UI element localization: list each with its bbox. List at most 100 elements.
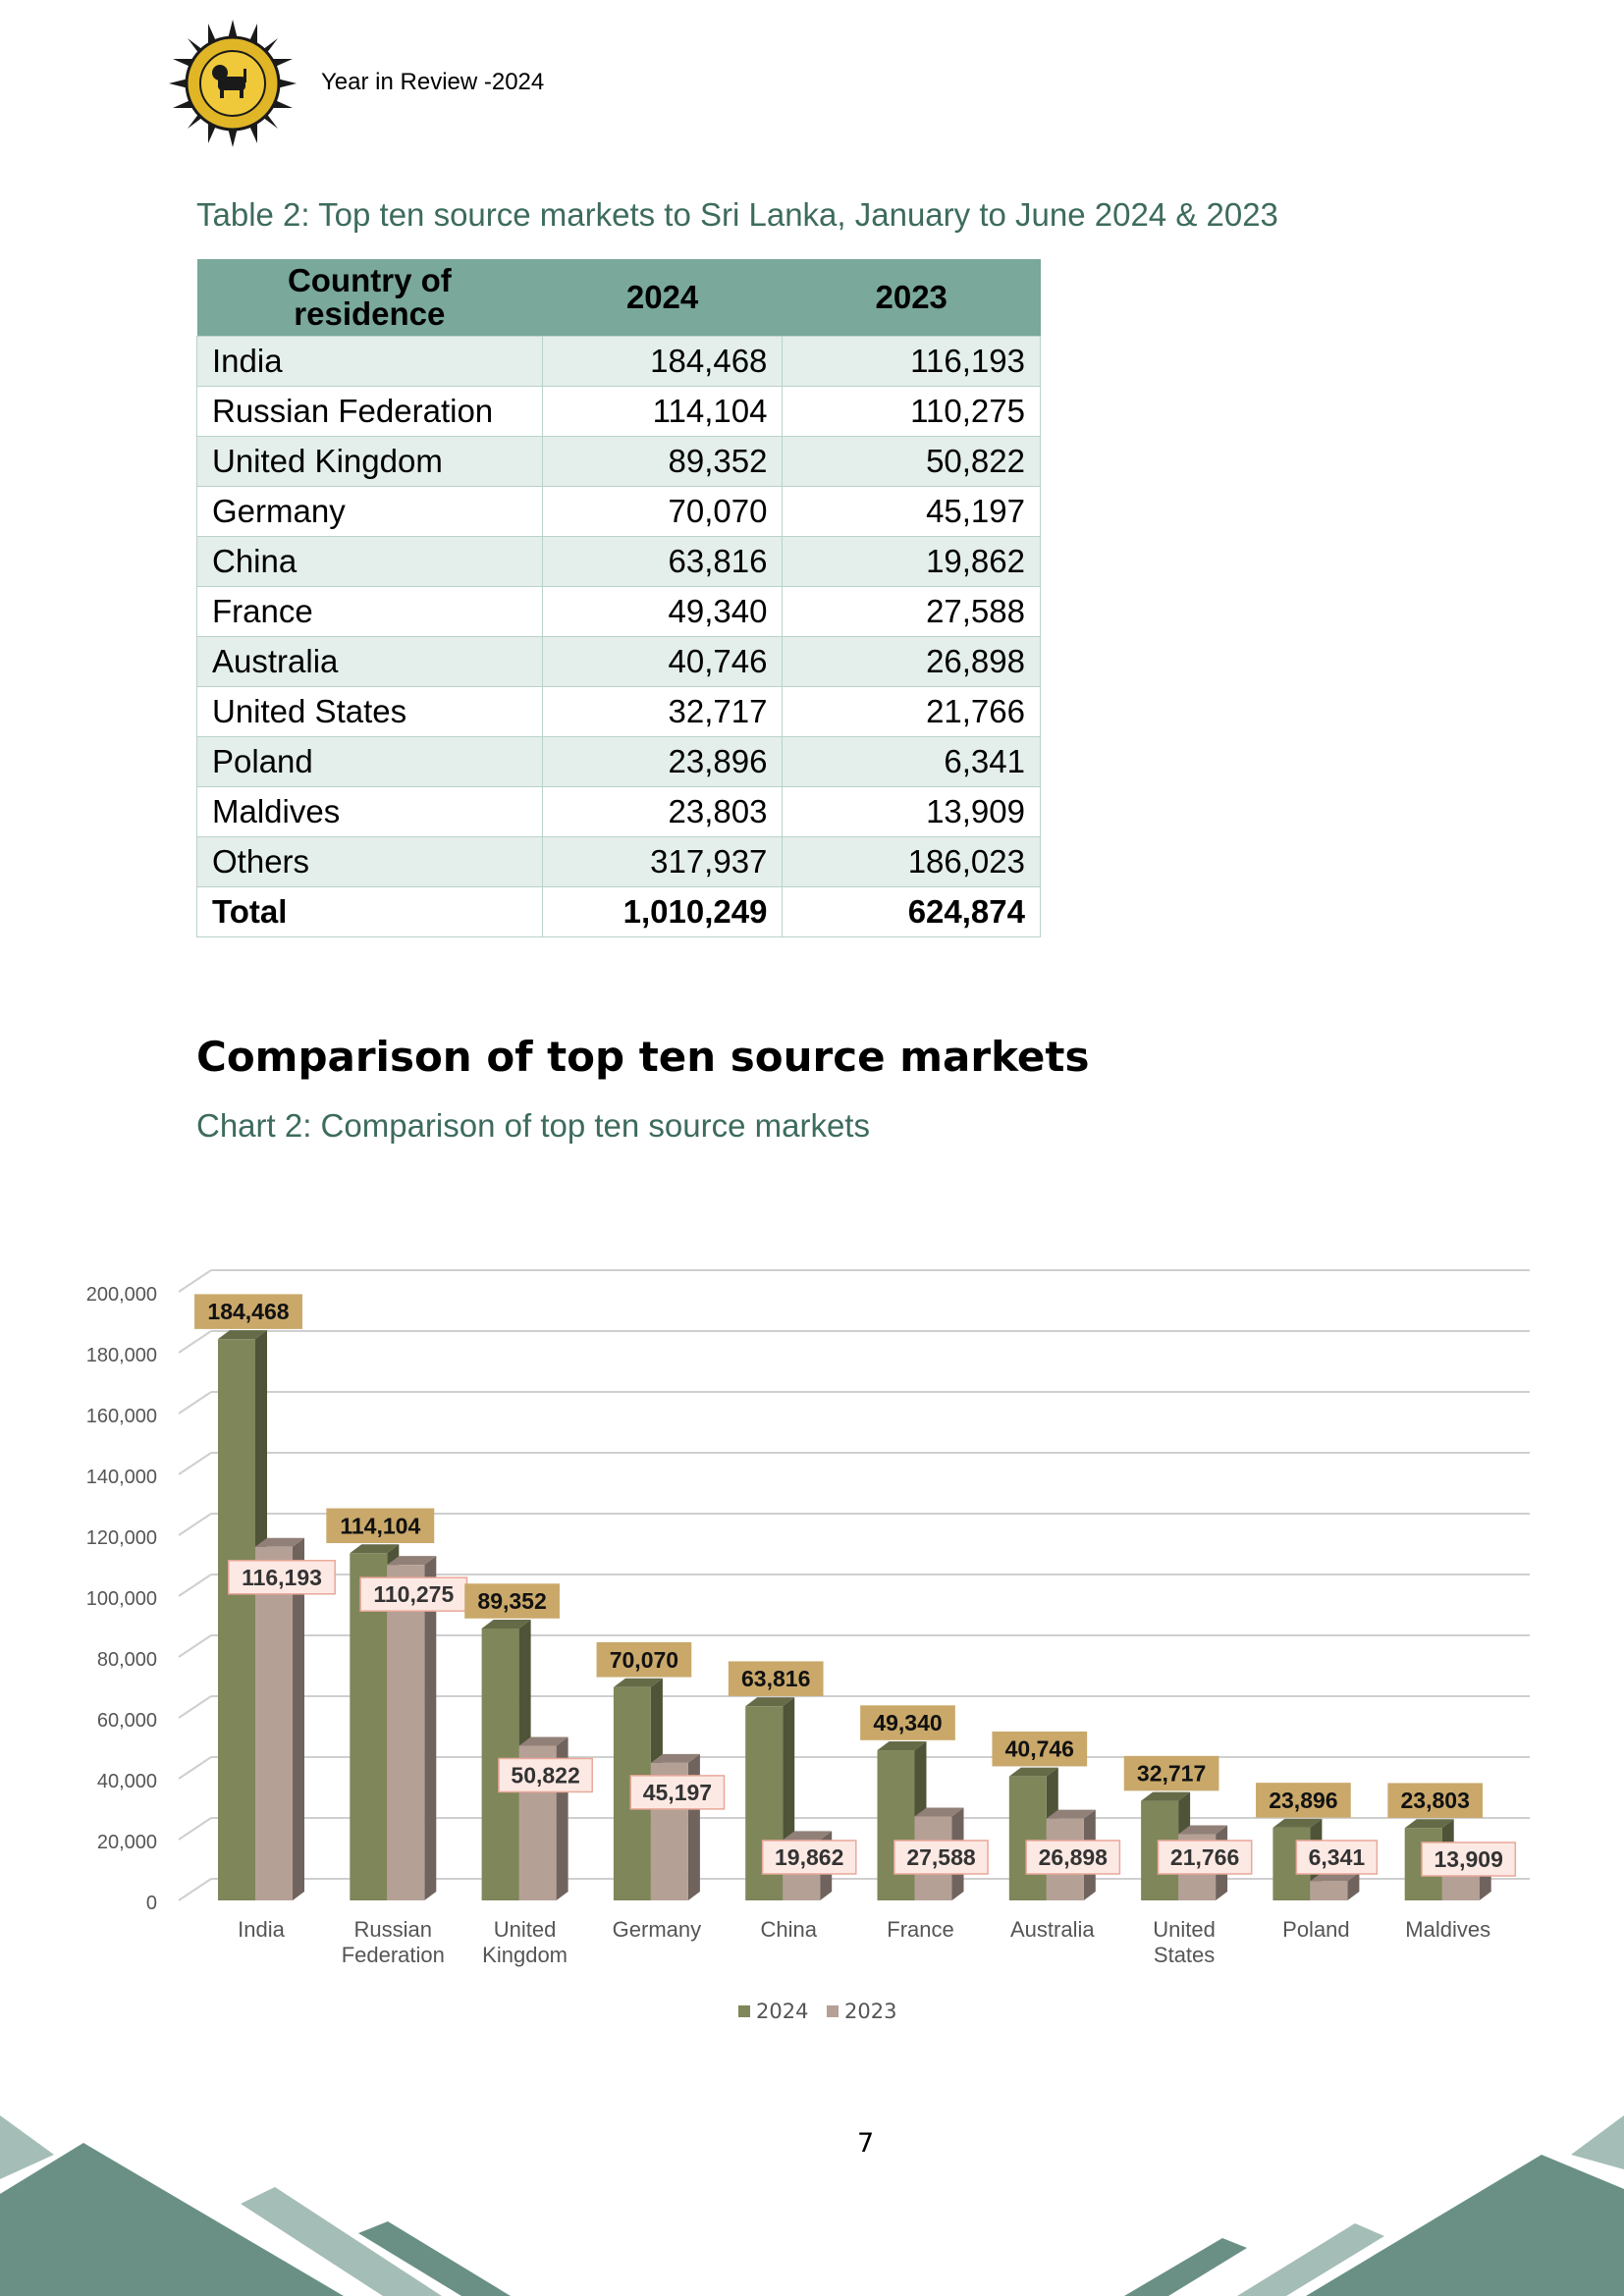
y-tick-label: 160,000 xyxy=(86,1406,157,1427)
bar-top-face xyxy=(1141,1791,1191,1801)
data-label-2024: 40,746 xyxy=(992,1731,1088,1767)
x-tick-label: Australia xyxy=(1010,1917,1095,1942)
data-label-text: 27,588 xyxy=(906,1844,976,1870)
y-tick-label: 140,000 xyxy=(86,1467,157,1488)
table-title: Table 2: Top ten source markets to Sri L… xyxy=(196,196,1278,233)
column-header-2023: 2023 xyxy=(782,259,1041,337)
data-label-2023: 27,588 xyxy=(893,1840,989,1875)
data-label-2023: 13,909 xyxy=(1421,1842,1517,1877)
footer-decoration xyxy=(0,2115,1624,2296)
legend-label: 2023 xyxy=(844,2000,896,2023)
country-cell: Maldives xyxy=(196,786,543,837)
tourism-emblem-logo xyxy=(169,20,297,147)
data-label-box xyxy=(860,1705,955,1740)
bar-2024 xyxy=(877,1750,915,1900)
data-label-2024: 23,896 xyxy=(1256,1783,1351,1818)
value-2023-cell: 27,588 xyxy=(782,586,1041,637)
data-label-text: 116,193 xyxy=(242,1565,322,1590)
data-label-box xyxy=(498,1757,593,1793)
footer-shape-right-main xyxy=(1306,2155,1624,2296)
data-label-box xyxy=(1421,1842,1517,1877)
y-tick-label: 60,000 xyxy=(97,1710,157,1732)
data-label-box xyxy=(1025,1840,1121,1875)
gridline-diagonal xyxy=(178,1513,212,1536)
table-row: France 49,340 27,588 xyxy=(196,586,1041,637)
legend-label: 2024 xyxy=(756,2000,808,2023)
footer-shape-left-light xyxy=(0,2115,54,2179)
table-row: Poland 23,896 6,341 xyxy=(196,736,1041,787)
data-label-text: 23,896 xyxy=(1269,1788,1337,1813)
country-cell: Others xyxy=(196,836,543,887)
table-row: Germany 70,070 45,197 xyxy=(196,486,1041,537)
data-label-2023: 6,341 xyxy=(1295,1840,1379,1875)
data-label-box xyxy=(464,1583,560,1619)
bar-top-face xyxy=(783,1831,833,1841)
total-label-cell: Total xyxy=(196,886,543,937)
country-cell: France xyxy=(196,586,543,637)
footer-shape-left-stripe xyxy=(241,2187,442,2296)
chart-legend: 2024 2023 xyxy=(738,2000,896,2023)
y-tick-label: 200,000 xyxy=(86,1284,157,1306)
value-2024-cell: 32,717 xyxy=(541,686,784,737)
bar-top-face xyxy=(350,1544,400,1554)
x-tick-label: India xyxy=(238,1917,285,1942)
data-label-text: 32,717 xyxy=(1137,1761,1206,1787)
bar-top-face xyxy=(745,1697,795,1707)
y-tick-label: 20,000 xyxy=(97,1832,157,1853)
data-label-2024: 114,104 xyxy=(326,1508,435,1544)
bar-top-face xyxy=(650,1753,700,1763)
data-label-box xyxy=(1157,1840,1253,1875)
data-label-text: 70,070 xyxy=(610,1647,678,1673)
value-2024-cell: 63,816 xyxy=(541,536,784,587)
value-2024-cell: 317,937 xyxy=(541,836,784,887)
gridline-diagonal xyxy=(178,1391,212,1415)
bar-2024 xyxy=(218,1339,255,1900)
data-label-text: 89,352 xyxy=(477,1588,546,1614)
gridline-diagonal xyxy=(178,1452,212,1475)
legend-swatch xyxy=(738,2005,750,2017)
y-tick-label: 0 xyxy=(146,1893,157,1914)
country-cell: United States xyxy=(196,686,543,737)
data-label-text: 45,197 xyxy=(643,1780,712,1805)
value-2024-cell: 70,070 xyxy=(541,486,784,537)
data-label-box xyxy=(893,1840,989,1875)
bar-top-face xyxy=(1178,1825,1228,1835)
bar-2023 xyxy=(387,1565,425,1900)
data-label-2023: 45,197 xyxy=(629,1775,726,1810)
value-2023-cell: 50,822 xyxy=(782,436,1041,487)
data-label-text: 19,862 xyxy=(775,1844,843,1870)
data-label-text: 6,341 xyxy=(1309,1844,1366,1870)
lion-icon xyxy=(212,65,246,98)
gridline-diagonal xyxy=(178,1269,212,1293)
value-2024-cell: 89,352 xyxy=(541,436,784,487)
data-label-text: 114,104 xyxy=(340,1513,420,1538)
footer-shape-right-stripe xyxy=(1237,2223,1384,2296)
bar-side-face xyxy=(293,1537,304,1900)
value-2023-cell: 19,862 xyxy=(782,536,1041,587)
table-row: United Kingdom 89,352 50,822 xyxy=(196,436,1041,487)
bar-2023 xyxy=(1310,1881,1348,1900)
gridline-diagonal xyxy=(178,1817,212,1841)
footer-shape-left-main xyxy=(0,2143,344,2296)
total-2023-cell: 624,874 xyxy=(782,886,1041,937)
data-label-2024: 32,717 xyxy=(1123,1755,1219,1791)
table-header-row: Country of residence 2024 2023 xyxy=(196,259,1041,337)
x-tick-label: Maldives xyxy=(1405,1917,1490,1942)
gridline-diagonal xyxy=(178,1756,212,1780)
gridline-diagonal xyxy=(178,1574,212,1597)
data-label-box xyxy=(629,1775,726,1810)
y-tick-label: 100,000 xyxy=(86,1588,157,1610)
y-tick-label: 80,000 xyxy=(97,1649,157,1671)
column-header-2024: 2024 xyxy=(542,259,783,337)
x-tick-label: France xyxy=(887,1917,953,1942)
country-cell: Australia xyxy=(196,636,543,687)
bar-2023 xyxy=(255,1546,293,1900)
data-label-2023: 50,822 xyxy=(498,1757,593,1793)
bar-top-face xyxy=(481,1620,531,1629)
data-label-2024: 23,803 xyxy=(1387,1783,1484,1818)
bar-top-face xyxy=(518,1736,568,1746)
bar-top-face xyxy=(1046,1809,1096,1819)
bar-chart: 0 20,000 40,000 60,000 80,000 100,000 120,000 1… xyxy=(86,1269,1530,2023)
value-2023-cell: 116,193 xyxy=(782,336,1041,387)
table-row: Others 317,937 186,023 xyxy=(196,836,1041,887)
